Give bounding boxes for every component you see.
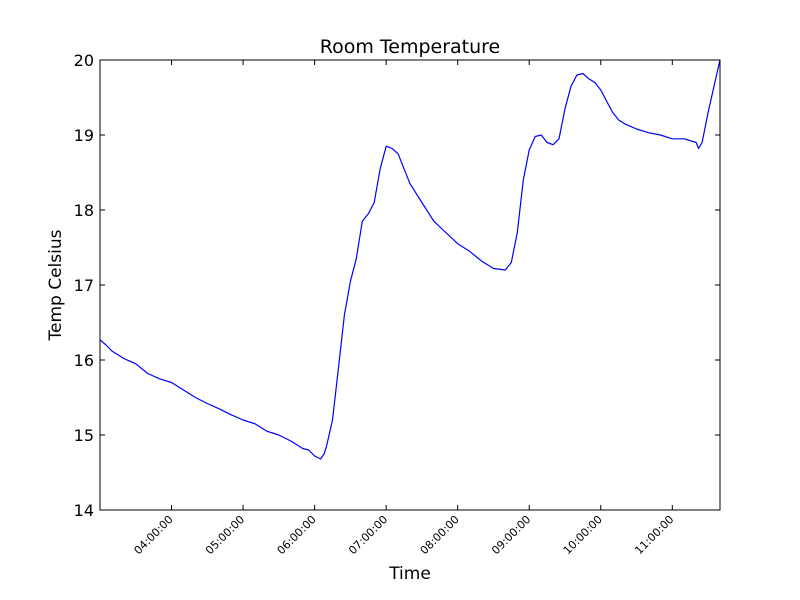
y-tick-label: 18 <box>74 201 94 220</box>
y-tick-label: 15 <box>74 426 94 445</box>
x-tick-label: 09:00:00 <box>489 513 533 557</box>
data-lines <box>99 59 721 460</box>
axis-ticks: 14 15 16 17 18 19 20 04:00:00 05:00:00 06:00:00 07… <box>74 51 720 557</box>
x-tick-label: 04:00:00 <box>132 513 176 557</box>
y-tick-label: 20 <box>74 51 94 70</box>
x-tick-label: 11:00:00 <box>632 513 676 557</box>
y-tick-label: 19 <box>74 126 94 145</box>
chart-title: Room Temperature <box>320 36 501 58</box>
x-tick-label: 05:00:00 <box>203 513 247 557</box>
y-tick-label: 16 <box>74 351 94 370</box>
x-tick-label: 07:00:00 <box>346 513 390 557</box>
y-tick-label: 14 <box>74 501 94 520</box>
x-tick-label: 06:00:00 <box>275 513 319 557</box>
x-tick-label: 08:00:00 <box>418 513 462 557</box>
temperature-series-line <box>99 59 721 460</box>
y-tick-label: 17 <box>74 276 94 295</box>
x-axis-label: Time <box>388 564 431 584</box>
y-axis-label: Temp Celsius <box>46 229 66 341</box>
x-tick-label: 10:00:00 <box>561 513 605 557</box>
plot-frame <box>99 59 721 511</box>
